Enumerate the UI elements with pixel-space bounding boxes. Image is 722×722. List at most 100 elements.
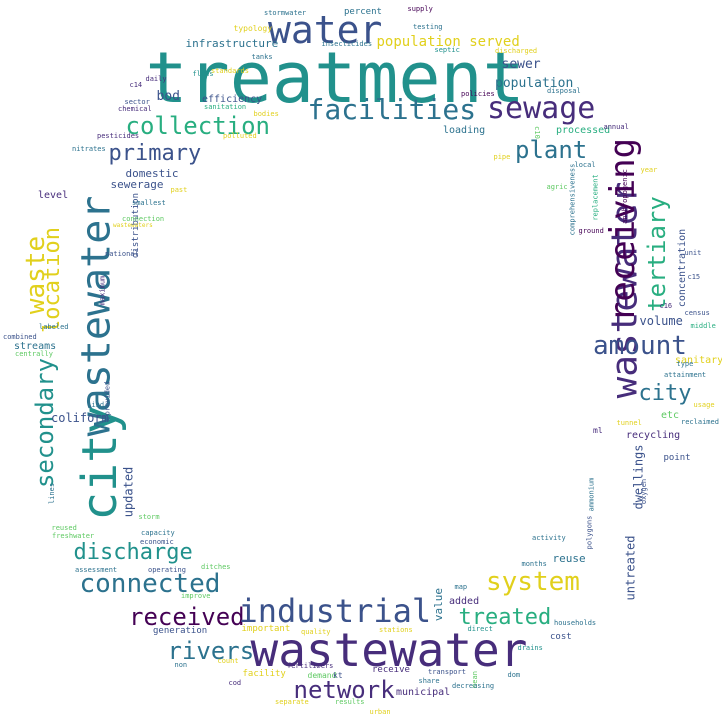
word-connection: connection: [122, 214, 165, 223]
word-primary: primary: [108, 141, 202, 166]
word-disposal: disposal: [547, 86, 581, 95]
word-facility: facility: [242, 668, 286, 679]
word-ind: ind: [91, 400, 105, 409]
word-nitrates: nitrates: [72, 144, 106, 153]
word-policies: policies: [461, 89, 495, 98]
word-untreated: untreated: [623, 535, 638, 601]
word-percent: percent: [344, 6, 382, 17]
word-municipal: municipal: [396, 687, 451, 698]
word-important: important: [241, 623, 291, 634]
word-reuse: reuse: [552, 551, 586, 565]
word-population-served: population served: [376, 34, 520, 50]
word-generation: generation: [153, 625, 208, 636]
word-efficiency: efficiency: [202, 94, 263, 105]
word-centrally: centrally: [15, 349, 53, 358]
word-map: map: [454, 582, 468, 591]
word-value: value: [431, 587, 445, 621]
word-reused: reused: [51, 523, 77, 532]
word-cost: cost: [550, 631, 572, 642]
word-ditches: ditches: [201, 562, 231, 571]
word-stations: stations: [379, 625, 413, 634]
word-concentration: concentration: [677, 228, 689, 308]
word-bod: bod: [156, 88, 180, 104]
word-drains: drains: [517, 643, 543, 652]
word-cod: cod: [228, 678, 242, 687]
word-dom: dom: [507, 670, 521, 679]
word-recycling: recycling: [626, 430, 681, 441]
word-share: share: [418, 676, 440, 685]
word-chemical: chemical: [118, 104, 152, 113]
word-separate: separate: [275, 697, 309, 706]
word-months: months: [521, 559, 547, 568]
word-sanitation: sanitation: [204, 102, 247, 111]
word-c14: c14: [129, 80, 143, 89]
word-rivers: rivers: [167, 637, 255, 665]
word-transport: transport: [428, 667, 466, 676]
word-storm: storm: [138, 512, 160, 521]
word-c15: c15: [687, 272, 701, 281]
word-water: water: [268, 8, 383, 52]
word-system: system: [486, 567, 580, 597]
word-past: past: [170, 185, 188, 194]
word-polygons: polygons: [585, 515, 594, 549]
word-direct: direct: [467, 624, 493, 633]
word-reclaimed: reclaimed: [681, 417, 719, 426]
word-tertiary: tertiary: [642, 196, 671, 312]
word-wastewater: wastewater: [250, 623, 528, 677]
word-level: level: [38, 190, 69, 201]
word-households: households: [554, 618, 597, 627]
word-decreasing: decreasing: [452, 681, 495, 690]
word-provided: provided: [103, 381, 112, 415]
word-polluted: polluted: [223, 131, 257, 140]
word-city: city: [638, 381, 692, 406]
word-replacement: replacement: [591, 173, 600, 221]
word-streams: streams: [14, 341, 57, 352]
word-count: count: [217, 656, 239, 665]
word-location: location: [39, 227, 65, 333]
word-etc: etc: [661, 410, 680, 421]
word-tanks: tanks: [251, 52, 273, 61]
word-usage: usage: [693, 400, 715, 409]
word-domestic: domestic: [125, 166, 179, 180]
word-typology: typology: [233, 24, 273, 33]
word-daily: daily: [145, 74, 167, 83]
word-sanitary: sanitary: [675, 355, 722, 366]
word-updated: updated: [120, 466, 135, 518]
word-activity: activity: [532, 533, 566, 542]
word-discharged: discharged: [495, 46, 538, 55]
word-sewerage: sewerage: [110, 177, 164, 191]
word-labeled: labeled: [39, 322, 69, 331]
word-treatment: treatment: [145, 37, 525, 119]
word-processed: processed: [556, 125, 611, 136]
word-connected: connected: [79, 569, 221, 599]
word-lines: lines: [47, 482, 56, 504]
word-coliform: coliform: [51, 411, 109, 425]
word-volume: volume: [639, 314, 683, 328]
word-sewage: sewage: [487, 91, 596, 126]
word-oxygen: oxygen: [639, 478, 648, 504]
word-tunnel: tunnel: [616, 418, 642, 427]
word-flows: flows: [192, 69, 214, 78]
word-testing: testing: [413, 22, 443, 31]
word-national: national: [105, 249, 139, 258]
word-agric: agric: [546, 182, 568, 191]
word-quality: quality: [301, 627, 331, 636]
word-stormwater: stormwater: [264, 8, 307, 17]
word-treated: treated: [458, 605, 552, 630]
word-operating: operating: [148, 565, 186, 574]
word-receiving: receiving: [603, 137, 644, 323]
word-receive: receive: [372, 664, 410, 675]
word-annual: annual: [603, 122, 629, 131]
word-discharge: discharge: [73, 540, 193, 565]
word-ml: ml: [593, 426, 603, 435]
word-fertilizers: fertilizers: [287, 661, 334, 670]
word-comprehensiveness: comprehensiveness: [568, 163, 577, 235]
word-added: added: [449, 596, 480, 607]
word-combined: combined: [3, 332, 37, 341]
word-census: census: [684, 308, 710, 317]
word-sewer: sewer: [501, 56, 541, 72]
word-received: received: [129, 603, 245, 631]
word-c16: c16: [659, 301, 673, 310]
word-urban: urban: [369, 707, 391, 716]
